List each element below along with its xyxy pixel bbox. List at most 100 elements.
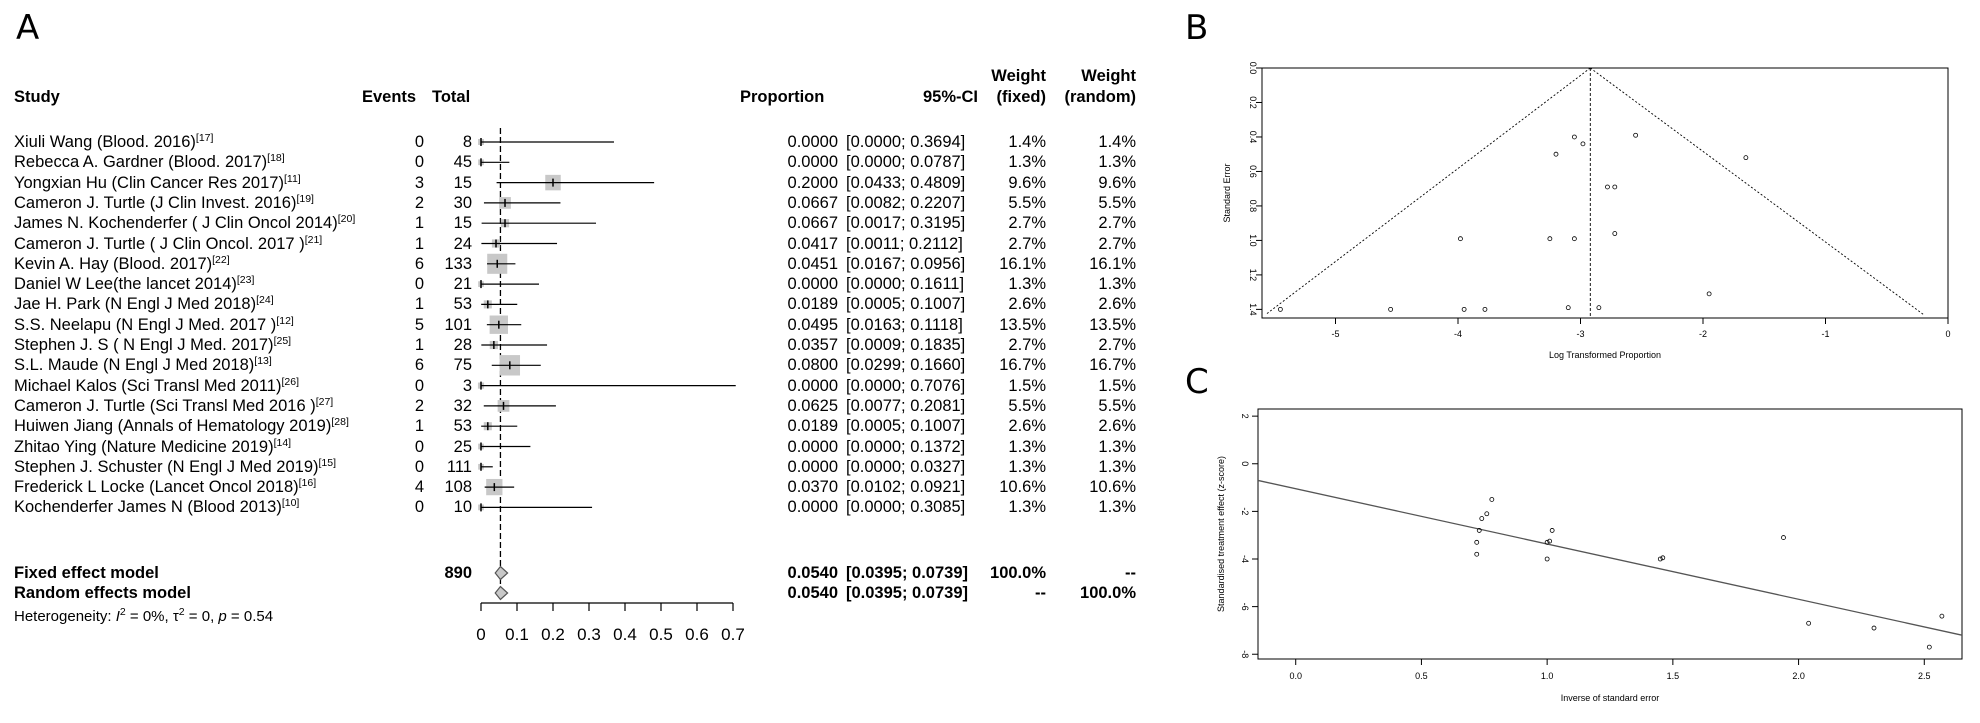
study-name-text: S.L. Maude (N Engl J Med 2018) bbox=[14, 356, 255, 375]
study-name-text: Frederick L Locke (Lancet Oncol 2018) bbox=[14, 478, 299, 497]
study-events: 6 bbox=[414, 254, 424, 273]
study-proportion: 0.0000 bbox=[787, 457, 838, 476]
funnel-point bbox=[1277, 306, 1283, 312]
study-weight-fixed: 13.5% bbox=[999, 315, 1046, 334]
study-proportion: 0.0189 bbox=[787, 417, 838, 436]
study-name-text: Michael Kalos (Sci Transl Med 2011) bbox=[14, 376, 282, 395]
study-proportion: 0.0000 bbox=[787, 153, 838, 172]
forest-tick-label: 0.5 bbox=[649, 625, 673, 644]
study-name-text: Kevin A. Hay (Blood. 2017) bbox=[14, 254, 213, 273]
header-events: Events bbox=[362, 88, 417, 106]
funnel-y-tick-label: 0.2 bbox=[1248, 96, 1258, 109]
funnel-y-tick-label: 0.0 bbox=[1248, 62, 1258, 75]
study-ci: [0.0017; 0.3195] bbox=[846, 214, 966, 233]
study-weight-fixed: 1.3% bbox=[1008, 275, 1046, 294]
study-ref: [27] bbox=[315, 395, 334, 408]
study-ci: [0.0000; 0.3694] bbox=[846, 133, 966, 151]
study-ref: [20] bbox=[337, 213, 356, 226]
funnel-y-tick-label: 1.2 bbox=[1248, 269, 1258, 282]
funnel-y-tick-label: 0.6 bbox=[1248, 165, 1258, 178]
funnel-right-boundary bbox=[1590, 67, 1924, 315]
study-ci: [0.0077; 0.2081] bbox=[846, 396, 966, 415]
funnel-x-tick-label: -1 bbox=[1821, 329, 1829, 339]
study-weight-random: 5.5% bbox=[1098, 396, 1136, 415]
funnel-x-tick-label: -2 bbox=[1699, 329, 1707, 339]
header-ci: 95%-CI bbox=[922, 88, 978, 106]
study-name: Cameron J. Turtle (J Clin Invest. 2016)[… bbox=[14, 194, 314, 212]
funnel-point bbox=[1388, 306, 1394, 312]
study-name-text: Zhitao Ying (Nature Medicine 2019) bbox=[14, 437, 274, 456]
study-total: 30 bbox=[453, 193, 472, 212]
galbraith-y-tick-label: -4 bbox=[1240, 555, 1250, 563]
funnel-point bbox=[1553, 151, 1559, 157]
study-proportion: 0.0800 bbox=[787, 356, 838, 375]
study-weight-random: 1.3% bbox=[1098, 498, 1136, 517]
heterogeneity: Heterogeneity: I2 = 0%, τ2 = 0, p = 0.54 bbox=[14, 606, 274, 625]
galbraith-point bbox=[1474, 539, 1480, 545]
header-study: Study bbox=[14, 88, 60, 106]
study-name: Rebecca A. Gardner (Blood. 2017)[18] bbox=[14, 153, 285, 172]
study-weight-random: 2.7% bbox=[1098, 234, 1136, 253]
study-total: 75 bbox=[453, 356, 472, 375]
funnel-plot: -5 -4 -3 -2 -1 0 0.0 0.2 0.4 0.6 0.8 1.0 1.2 1.4 Log T… bbox=[1222, 62, 1951, 360]
galbraith-regression-line bbox=[1257, 479, 1963, 636]
funnel-point bbox=[1605, 184, 1610, 190]
study-events: 1 bbox=[414, 214, 424, 233]
study-total: 21 bbox=[453, 275, 472, 294]
study-weight-fixed: 2.7% bbox=[1008, 214, 1046, 233]
study-proportion: 0.0000 bbox=[787, 133, 838, 151]
study-ref: [21] bbox=[304, 233, 323, 246]
fixed-total: 890 bbox=[444, 564, 472, 582]
study-name: Frederick L Locke (Lancet Oncol 2018)[16… bbox=[14, 477, 317, 497]
study-name: Jae H. Park (N Engl J Med 2018)[24] bbox=[14, 295, 274, 313]
study-ci: [0.0000; 0.0327] bbox=[846, 457, 966, 476]
study-name-text: Rebecca A. Gardner (Blood. 2017) bbox=[14, 153, 268, 172]
study-total: 45 bbox=[453, 153, 472, 172]
study-weight-fixed: 2.7% bbox=[1008, 234, 1046, 253]
study-total: 25 bbox=[453, 437, 472, 456]
funnel-point bbox=[1458, 236, 1463, 242]
study-events: 1 bbox=[414, 417, 424, 436]
study-proportion: 0.0000 bbox=[787, 498, 838, 517]
study-proportion: 0.0667 bbox=[787, 193, 838, 212]
funnel-point bbox=[1596, 305, 1602, 311]
forest-tick-label: 0.6 bbox=[685, 625, 709, 644]
funnel-point bbox=[1706, 291, 1712, 297]
study-ref: [16] bbox=[298, 477, 317, 490]
header-weight-1: Weight bbox=[991, 67, 1046, 85]
study-weight-fixed: 1.3% bbox=[1008, 457, 1046, 476]
panel-letter-b: B bbox=[1185, 8, 1209, 48]
study-weight-fixed: 1.3% bbox=[1008, 153, 1046, 172]
galbraith-y-axis-label: Standardised treatment effect (z-score) bbox=[1216, 456, 1226, 612]
funnel-point bbox=[1743, 155, 1749, 161]
study-ci: [0.0005; 0.1007] bbox=[846, 295, 966, 314]
study-total: 53 bbox=[453, 295, 472, 314]
study-weight-fixed: 16.7% bbox=[999, 356, 1046, 375]
study-name-text: Kochenderfer James N (Blood 2013) bbox=[14, 498, 282, 517]
study-name: Stephen J. Schuster (N Engl J Med 2019)[… bbox=[14, 457, 336, 476]
study-total: 53 bbox=[453, 417, 472, 436]
fixed-ci: [0.0395; 0.0739] bbox=[846, 564, 969, 582]
study-name-text: Xiuli Wang (Blood. 2016) bbox=[14, 133, 196, 151]
galbraith-point bbox=[1479, 516, 1485, 521]
study-events: 6 bbox=[414, 356, 424, 375]
study-name: Kochenderfer James N (Blood 2013)[10] bbox=[14, 498, 299, 517]
study-total: 10 bbox=[453, 498, 472, 517]
study-weight-random: 1.3% bbox=[1098, 275, 1136, 294]
forest-tick-label: 0 bbox=[476, 625, 485, 644]
study-name-text: Stephen J. Schuster (N Engl J Med 2019) bbox=[14, 457, 319, 476]
study-events: 4 bbox=[414, 478, 424, 497]
study-name: Yongxian Hu (Clin Cancer Res 2017)[11] bbox=[14, 173, 301, 192]
forest-plot-graphic: 0 0.1 0.2 0.3 0.4 0.5 0.6 0.7 bbox=[476, 128, 745, 644]
study-proportion: 0.0000 bbox=[787, 376, 838, 395]
forest-tick-label: 0.4 bbox=[613, 625, 637, 644]
header-total: Total bbox=[432, 88, 471, 106]
galbraith-x-tick-label: 2.0 bbox=[1792, 671, 1805, 681]
forest-tick-label: 0.3 bbox=[577, 625, 601, 644]
study-name: Cameron J. Turtle ( J Clin Oncol. 2017 )… bbox=[14, 233, 323, 253]
study-ci: [0.0011; 0.2112] bbox=[846, 234, 963, 253]
study-total: 15 bbox=[453, 214, 472, 233]
study-events: 0 bbox=[414, 498, 424, 517]
study-weight-fixed: 5.5% bbox=[1008, 396, 1046, 415]
study-ref: [22] bbox=[212, 253, 230, 266]
